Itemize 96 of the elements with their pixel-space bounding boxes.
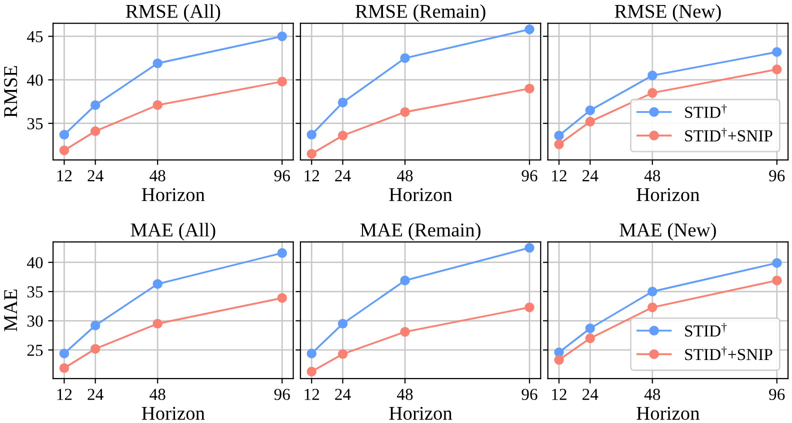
y-tick-label: 35 xyxy=(27,286,43,298)
x-tick-label: 48 xyxy=(150,170,166,182)
point xyxy=(277,293,287,303)
point xyxy=(524,302,534,312)
point xyxy=(524,84,534,94)
x-tick-label: 12 xyxy=(57,388,72,400)
point xyxy=(585,105,595,116)
point xyxy=(90,320,100,330)
chart-title: MAE (Remain) xyxy=(360,222,480,241)
point xyxy=(152,318,162,329)
chart-title: MAE (All) xyxy=(130,222,216,241)
point xyxy=(648,70,658,80)
x-tick-label: 24 xyxy=(335,170,351,182)
x-tick-label: 96 xyxy=(522,170,538,182)
y-tick-label: 40 xyxy=(27,74,43,86)
legend-label: STID$^{†}$ xyxy=(685,322,727,337)
point xyxy=(90,126,100,136)
x-tick-label: 12 xyxy=(57,170,72,182)
x-tick-label: 96 xyxy=(274,170,290,182)
point xyxy=(400,327,410,337)
point xyxy=(400,107,410,117)
chart-title: RMSE (Remain) xyxy=(355,4,486,22)
x-tick-label: 24 xyxy=(582,170,598,182)
point xyxy=(554,139,564,150)
chart-title: MAE (New) xyxy=(620,222,716,241)
y-axis-title: MAE xyxy=(4,290,17,332)
chart-title: RMSE (All) xyxy=(126,4,220,22)
y-tick-label: 30 xyxy=(27,315,43,327)
x-tick-label: 48 xyxy=(150,388,166,400)
y-tick-label: 40 xyxy=(27,257,43,268)
y-tick-label: 45 xyxy=(27,31,43,42)
point xyxy=(585,116,595,126)
point xyxy=(554,355,564,365)
point xyxy=(152,279,162,289)
point xyxy=(306,366,316,376)
point xyxy=(338,98,348,108)
point xyxy=(59,145,70,156)
y-tick-label: 35 xyxy=(27,118,43,130)
point xyxy=(306,130,316,140)
point xyxy=(152,58,162,68)
point xyxy=(772,276,782,286)
x-tick-label: 24 xyxy=(88,388,104,400)
x-axis-title: Horizon xyxy=(636,406,700,420)
point xyxy=(772,47,782,57)
y-axis-title: RMSE xyxy=(4,66,18,118)
point xyxy=(585,333,595,344)
point xyxy=(306,148,316,159)
x-tick-label: 48 xyxy=(644,388,660,400)
point xyxy=(338,318,348,329)
point xyxy=(277,248,287,258)
point xyxy=(277,31,287,42)
x-axis-title: Horizon xyxy=(389,188,452,202)
point xyxy=(524,242,534,253)
point xyxy=(648,286,658,296)
chart-title: RMSE (New) xyxy=(614,4,721,22)
point xyxy=(524,24,534,34)
x-tick-label: 12 xyxy=(552,170,566,182)
point xyxy=(306,348,316,358)
x-tick-label: 24 xyxy=(335,388,351,400)
point xyxy=(648,88,658,98)
point xyxy=(400,53,410,63)
x-tick-label: 48 xyxy=(396,170,413,182)
point xyxy=(585,323,595,334)
legend-label: STID$^{†}$+SNIP xyxy=(685,346,772,360)
x-tick-label: 12 xyxy=(552,388,566,400)
x-axis-title: Horizon xyxy=(389,406,452,420)
point xyxy=(90,100,100,110)
point xyxy=(772,64,782,74)
point xyxy=(59,363,70,373)
point xyxy=(90,344,100,354)
x-axis-title: Horizon xyxy=(636,188,700,202)
point xyxy=(338,349,348,359)
x-tick-label: 48 xyxy=(396,388,413,400)
x-tick-label: 24 xyxy=(582,388,598,400)
x-tick-label: 24 xyxy=(88,170,104,182)
point xyxy=(59,130,70,140)
x-tick-label: 12 xyxy=(304,170,320,182)
x-axis-title: Horizon xyxy=(142,406,205,420)
x-tick-label: 96 xyxy=(769,388,785,400)
point xyxy=(338,130,348,140)
y-tick-label: 25 xyxy=(27,344,43,356)
point xyxy=(648,302,658,312)
point xyxy=(59,348,70,358)
point xyxy=(772,258,782,268)
x-tick-label: 48 xyxy=(644,170,660,182)
point xyxy=(554,130,564,140)
legend-label: STID$^{†}$ xyxy=(685,104,727,118)
x-tick-label: 12 xyxy=(304,388,320,400)
x-tick-label: 96 xyxy=(769,170,785,182)
point xyxy=(152,100,162,110)
point xyxy=(277,76,287,86)
x-axis-title: Horizon xyxy=(142,188,205,202)
x-tick-label: 96 xyxy=(522,388,538,400)
x-tick-label: 96 xyxy=(274,388,290,400)
point xyxy=(400,276,410,286)
legend-label: STID$^{†}$+SNIP xyxy=(685,128,772,142)
